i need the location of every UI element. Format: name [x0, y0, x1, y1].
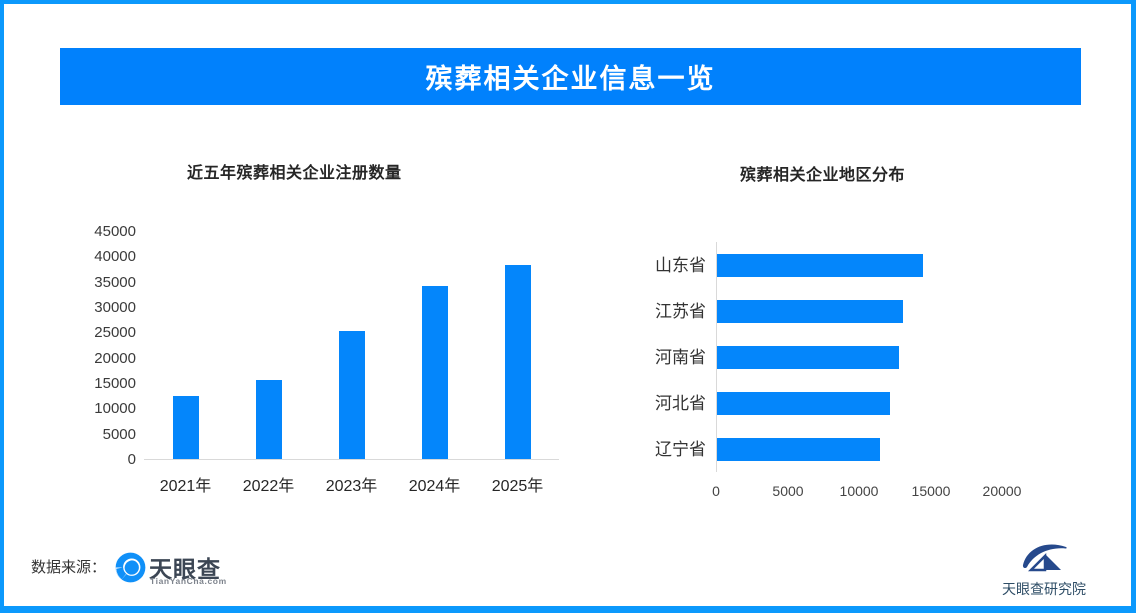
- y-tick-label: 40000: [94, 248, 136, 265]
- x-tick-label: 10000: [839, 483, 879, 499]
- category-label: 河北省: [655, 393, 706, 413]
- category-label: 河南省: [655, 347, 706, 367]
- bar-辽宁省: [717, 437, 880, 461]
- category-label: 山东省: [655, 255, 706, 275]
- y-tick-label: 15000: [94, 375, 136, 392]
- y-tick-label: 45000: [94, 223, 136, 240]
- bar-2025年: [504, 265, 531, 459]
- left-chart-x-axis: 2021年 2022年 2023年 2024年 2025年: [144, 472, 559, 495]
- bar-河北省: [717, 391, 890, 415]
- data-source-label: 数据来源：: [31, 559, 107, 576]
- frame-border-bottom: [0, 606, 1136, 613]
- research-institute-logo-text: 天眼查研究院: [1002, 581, 1086, 597]
- left-chart-plot: [144, 232, 559, 460]
- research-institute-swoosh-icon: [1022, 544, 1067, 572]
- x-tick-label: 15000: [911, 483, 951, 499]
- y-tick-label: 25000: [94, 324, 136, 341]
- y-tick-label: 0: [127, 451, 136, 468]
- bar-河南省: [717, 345, 899, 369]
- y-tick-label: 35000: [94, 274, 136, 291]
- bar-山东省: [717, 253, 923, 277]
- tianyancha-logo: 天眼查 TianYanCha.com: [115, 551, 235, 587]
- category-label: 辽宁省: [655, 439, 706, 459]
- y-tick-label: 10000: [94, 400, 136, 417]
- frame-border-right: [1131, 0, 1136, 613]
- frame-border-top: [0, 0, 1136, 4]
- bar-2022年: [255, 380, 282, 459]
- tianyancha-logo-text: 天眼查: [149, 556, 221, 582]
- bar-2024年: [421, 286, 448, 459]
- bar-江苏省: [717, 299, 903, 323]
- left-chart-y-axis: 45000 40000 35000 30000 25000 20000 15000 10000…: [80, 224, 136, 468]
- right-chart-title: 殡葬相关企业地区分布: [740, 167, 906, 184]
- frame-border-left: [0, 0, 4, 613]
- right-chart-x-axis: 0 5000 10000 15000 20000: [712, 483, 1074, 501]
- right-chart-category-axis: 山东省江苏省河南省河北省辽宁省: [610, 242, 706, 472]
- tianyancha-aperture-icon: [115, 552, 146, 583]
- x-tick-label: 0: [712, 483, 720, 499]
- left-chart-title: 近五年殡葬相关企业注册数量: [187, 165, 402, 182]
- bar-2023年: [338, 331, 365, 459]
- x-tick-label: 5000: [772, 483, 804, 499]
- page-title: 殡葬相关企业信息一览: [425, 64, 716, 94]
- x-tick-label: 2023年: [325, 478, 378, 495]
- category-label: 江苏省: [655, 301, 706, 321]
- x-tick-label: 2021年: [159, 478, 212, 495]
- bar-2021年: [172, 396, 199, 459]
- x-tick-label: 20000: [982, 483, 1022, 499]
- x-tick-label: 2024年: [408, 478, 461, 495]
- y-tick-label: 5000: [102, 426, 136, 443]
- research-institute-logo: 天眼查研究院: [998, 539, 1090, 599]
- tianyancha-logo-subtext: TianYanCha.com: [150, 576, 227, 586]
- y-tick-label: 20000: [94, 350, 136, 367]
- y-tick-label: 30000: [94, 299, 136, 316]
- x-tick-label: 2025年: [491, 478, 544, 495]
- x-tick-label: 2022年: [242, 478, 295, 495]
- right-chart-plot: [716, 242, 1074, 472]
- page-title-banner: 殡葬相关企业信息一览: [60, 48, 1081, 105]
